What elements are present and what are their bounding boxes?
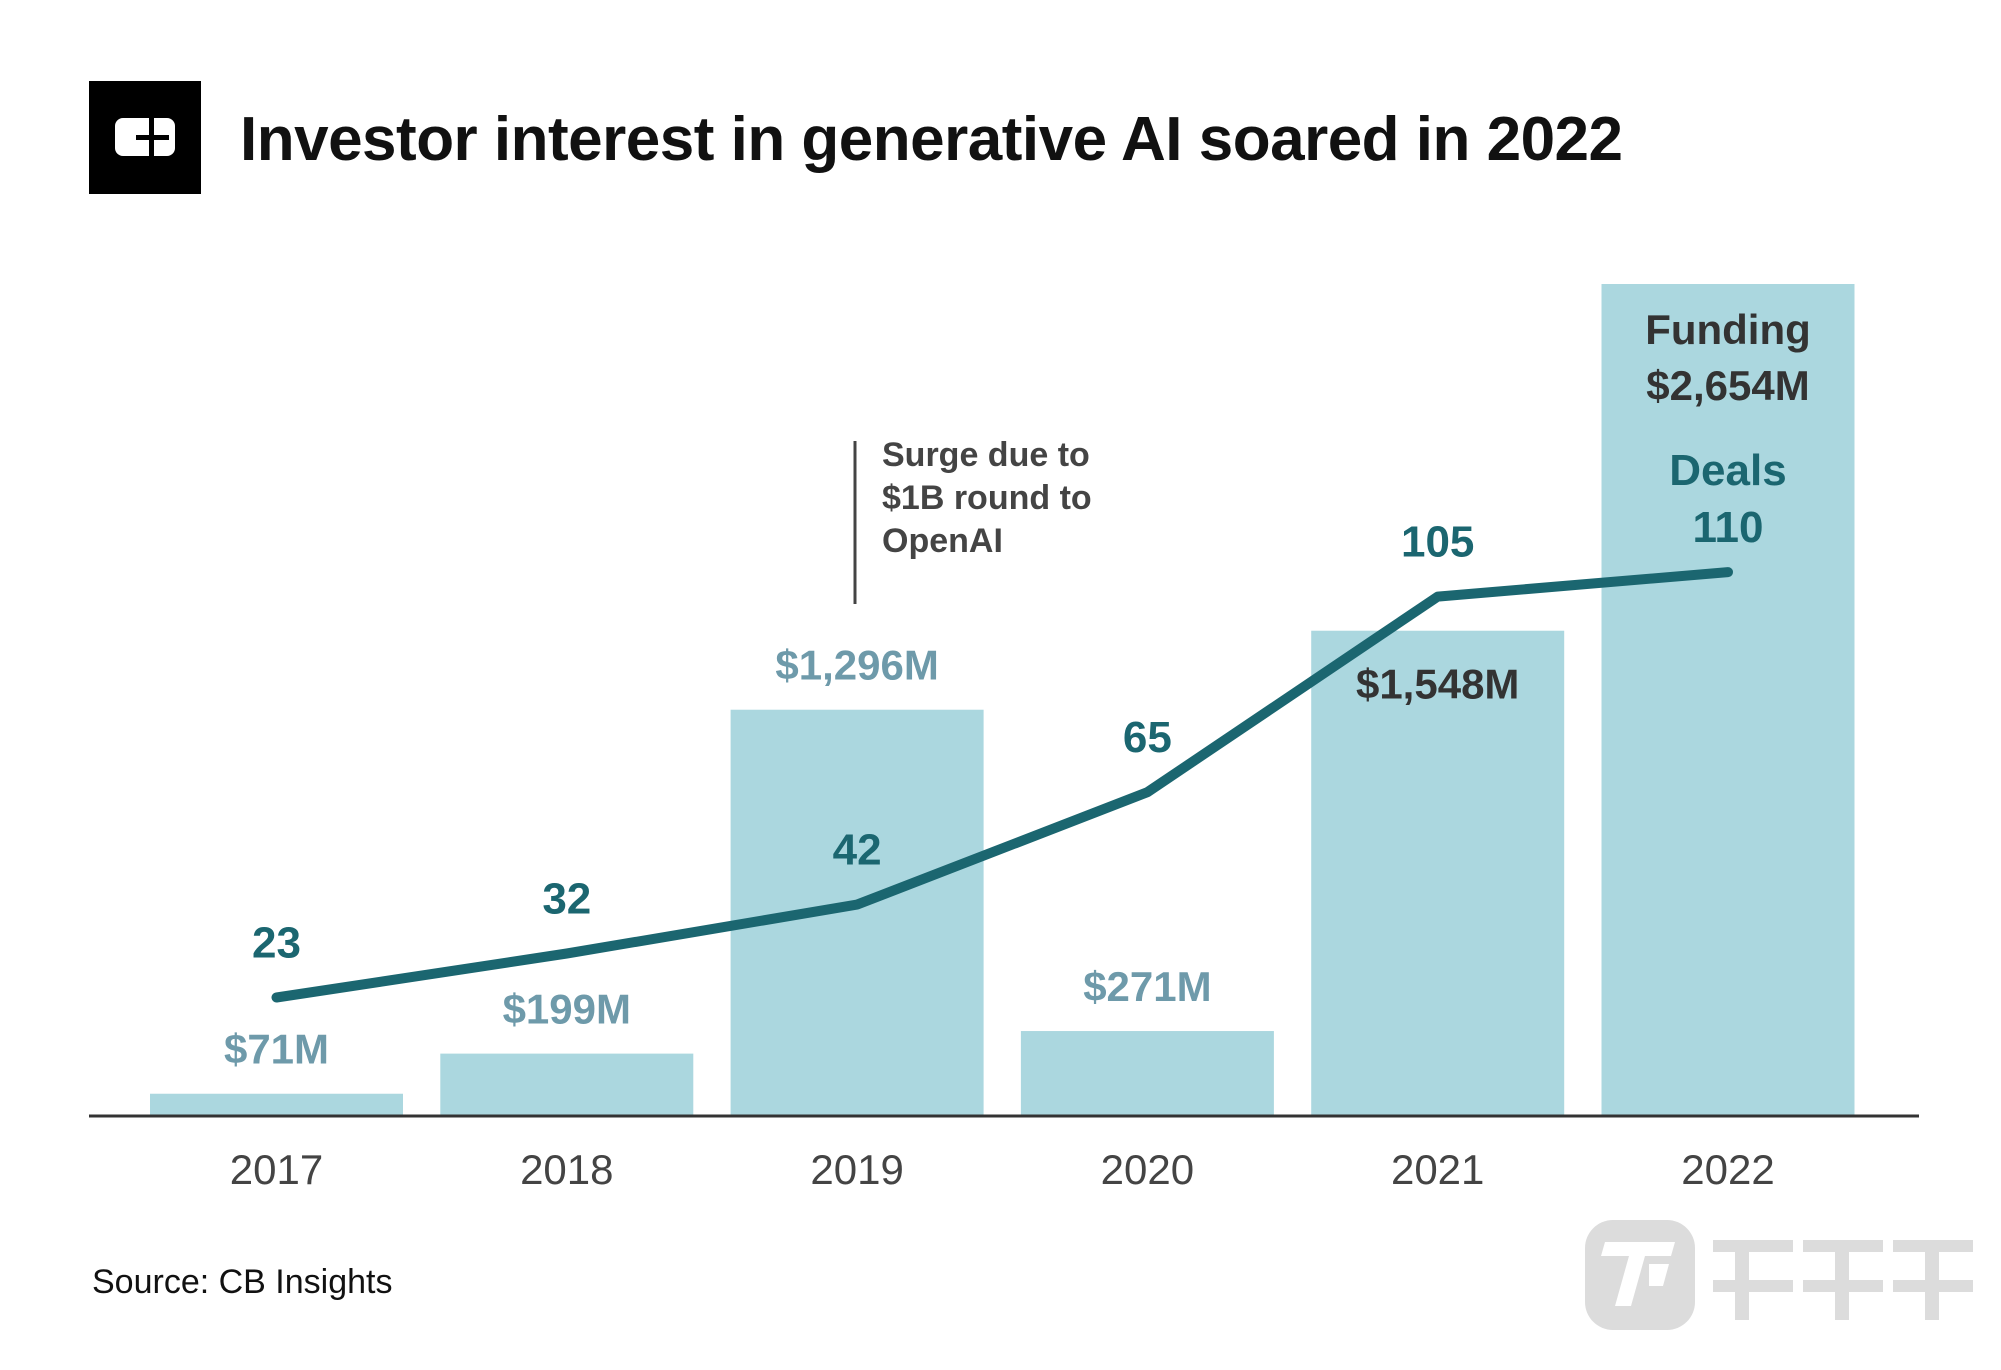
funding-data-label: $1,296M — [775, 642, 938, 689]
cb-insights-logo — [89, 81, 201, 194]
deals-line — [271, 567, 1733, 1003]
deals-data-label: 42 — [833, 826, 882, 875]
deals-data-label: 23 — [252, 919, 301, 968]
deals-data-label: 105 — [1401, 518, 1474, 567]
deals-legend-label: Deals — [1669, 446, 1786, 495]
x-tick-label: 2017 — [230, 1146, 323, 1193]
funding-bar-2022 — [1601, 284, 1855, 1116]
annotation-text: Surge due to — [882, 436, 1090, 474]
deals-data-label: 110 — [1693, 503, 1764, 552]
funding-bar-2018 — [440, 1053, 694, 1116]
x-tick-label: 2022 — [1681, 1146, 1774, 1193]
x-tick-label: 2019 — [810, 1146, 903, 1193]
funding-bar-2017 — [150, 1093, 403, 1116]
x-tick-label: 2020 — [1101, 1146, 1194, 1193]
funding-bar-2021 — [1311, 630, 1565, 1116]
annotation-text: $1B round to — [882, 479, 1092, 517]
funding-data-label: $2,654M — [1646, 362, 1809, 409]
x-tick-label: 2021 — [1391, 1146, 1484, 1193]
funding-bar-2019 — [730, 709, 984, 1116]
watermark-logo — [1585, 1220, 1985, 1345]
x-tick-label: 2018 — [520, 1146, 613, 1193]
deals-data-label: 65 — [1123, 713, 1172, 762]
funding-data-label: $1,548M — [1356, 661, 1519, 708]
source-note: Source: CB Insights — [92, 1263, 393, 1301]
funding-bar-2020 — [1020, 1031, 1274, 1116]
funding-data-label: $71M — [224, 1026, 329, 1073]
funding-data-label: $271M — [1083, 963, 1211, 1010]
annotation-text: OpenAI — [882, 522, 1003, 560]
deals-data-label: 32 — [542, 875, 591, 924]
chart-title: Investor interest in generative AI soare… — [240, 105, 1623, 174]
funding-data-label: $199M — [503, 986, 631, 1033]
funding-legend-label: Funding — [1645, 306, 1811, 353]
